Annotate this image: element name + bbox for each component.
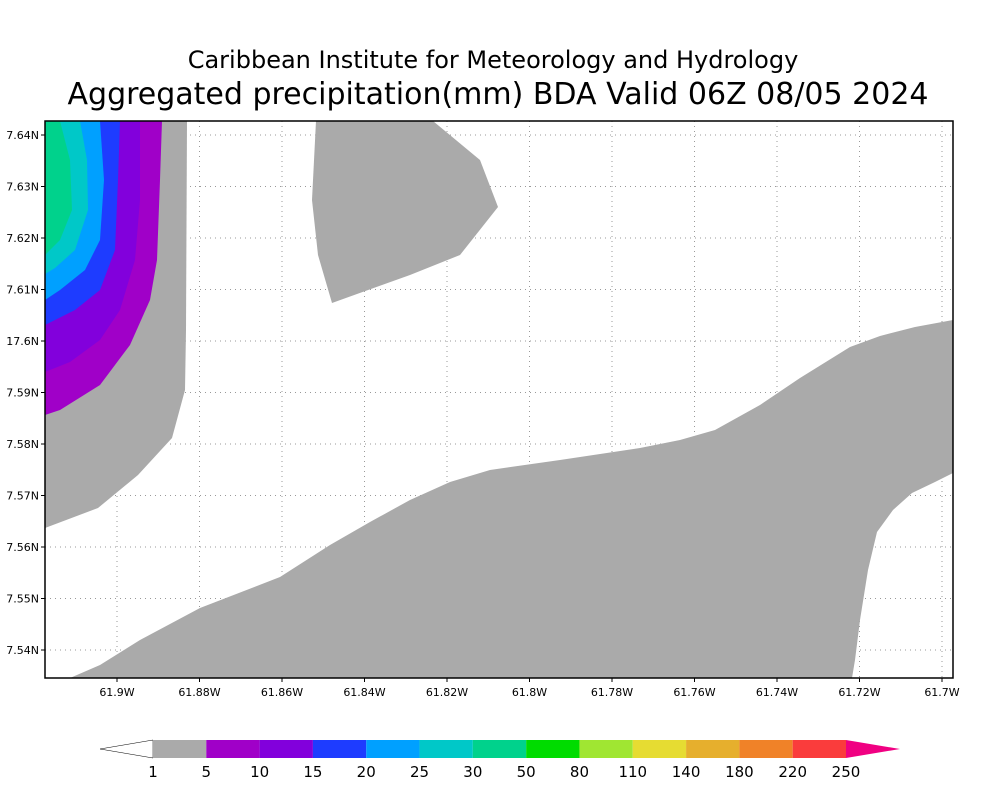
lat-tick-label: 7.54N bbox=[6, 644, 39, 657]
subtitle: Aggregated precipitation(mm) BDA Valid 0… bbox=[68, 77, 929, 112]
title: Caribbean Institute for Meteorology and … bbox=[188, 46, 799, 74]
colorbar-label: 5 bbox=[202, 763, 212, 781]
colorbar-label: 110 bbox=[618, 763, 647, 781]
lat-tick-label: 7.57N bbox=[6, 490, 39, 503]
colorbar-segment bbox=[206, 740, 260, 758]
lon-tick-label: 61.72W bbox=[838, 686, 880, 699]
lat-tick-label: 7.63N bbox=[6, 181, 39, 194]
lon-tick-label: 61.82W bbox=[426, 686, 468, 699]
colorbar-label: 15 bbox=[303, 763, 322, 781]
contour-30 bbox=[45, 121, 72, 255]
lat-tick-label: 7.64N bbox=[6, 129, 39, 142]
lon-tick-label: 61.8W bbox=[512, 686, 547, 699]
lat-tick-label: 7.59N bbox=[6, 387, 39, 400]
colorbar-segment bbox=[526, 740, 580, 758]
lon-tick-label: 61.74W bbox=[756, 686, 798, 699]
contour-gray bbox=[70, 320, 953, 678]
colorbar-segment bbox=[792, 740, 846, 758]
colorbar-label: 140 bbox=[672, 763, 701, 781]
colorbar-label: 50 bbox=[517, 763, 536, 781]
lat-tick-label: 7.62N bbox=[6, 232, 39, 245]
colorbar-segment bbox=[579, 740, 633, 758]
colorbar-over bbox=[846, 740, 900, 758]
colorbar-segment bbox=[632, 740, 687, 758]
axis-ticks: 61.9W 61.88W 61.86W 61.84W 61.82W 61.8W 61.78W… bbox=[6, 129, 960, 699]
colorbar-label: 250 bbox=[832, 763, 861, 781]
colorbar-segment bbox=[312, 740, 367, 758]
colorbar-label: 80 bbox=[570, 763, 589, 781]
plot-frame bbox=[44, 120, 954, 679]
lat-tick-label: 7.61N bbox=[6, 284, 39, 297]
colorbar-label: 220 bbox=[778, 763, 807, 781]
lon-tick-label: 61.78W bbox=[591, 686, 633, 699]
plot-area: 61.9W 61.88W 61.86W 61.84W 61.82W 61.8W 61.78W… bbox=[6, 120, 960, 699]
colorbar-segment bbox=[259, 740, 313, 758]
colorbar-label: 10 bbox=[250, 763, 269, 781]
colorbar: 1 5 10 15 20 25 30 50 80 110 140 180 220 250 bbox=[99, 739, 900, 781]
lon-tick-label: 61.84W bbox=[343, 686, 385, 699]
contour-gray bbox=[312, 121, 498, 303]
lon-tick-label: 61.7W bbox=[924, 686, 959, 699]
colorbar-segment bbox=[153, 740, 207, 758]
colorbar-segment bbox=[366, 740, 420, 758]
lon-tick-label: 61.76W bbox=[673, 686, 715, 699]
colorbar-segment bbox=[739, 740, 793, 758]
lat-tick-label: 7.56N bbox=[6, 541, 39, 554]
colorbar-label: 25 bbox=[410, 763, 429, 781]
lon-tick-label: 61.9W bbox=[99, 686, 134, 699]
lat-tick-label: 7.55N bbox=[6, 593, 39, 606]
colorbar-label: 20 bbox=[357, 763, 376, 781]
colorbar-label: 180 bbox=[725, 763, 754, 781]
colorbar-label: 1 bbox=[148, 763, 158, 781]
lon-tick-label: 61.88W bbox=[178, 686, 220, 699]
colorbar-label: 30 bbox=[463, 763, 482, 781]
colorbar-under bbox=[99, 739, 154, 759]
lat-tick-label: 17.6N bbox=[6, 335, 39, 348]
colorbar-segment bbox=[686, 740, 740, 758]
colorbar-segment bbox=[419, 740, 473, 758]
colorbar-segment bbox=[472, 740, 527, 758]
lon-tick-label: 61.86W bbox=[261, 686, 303, 699]
lat-tick-label: 7.58N bbox=[6, 438, 39, 451]
